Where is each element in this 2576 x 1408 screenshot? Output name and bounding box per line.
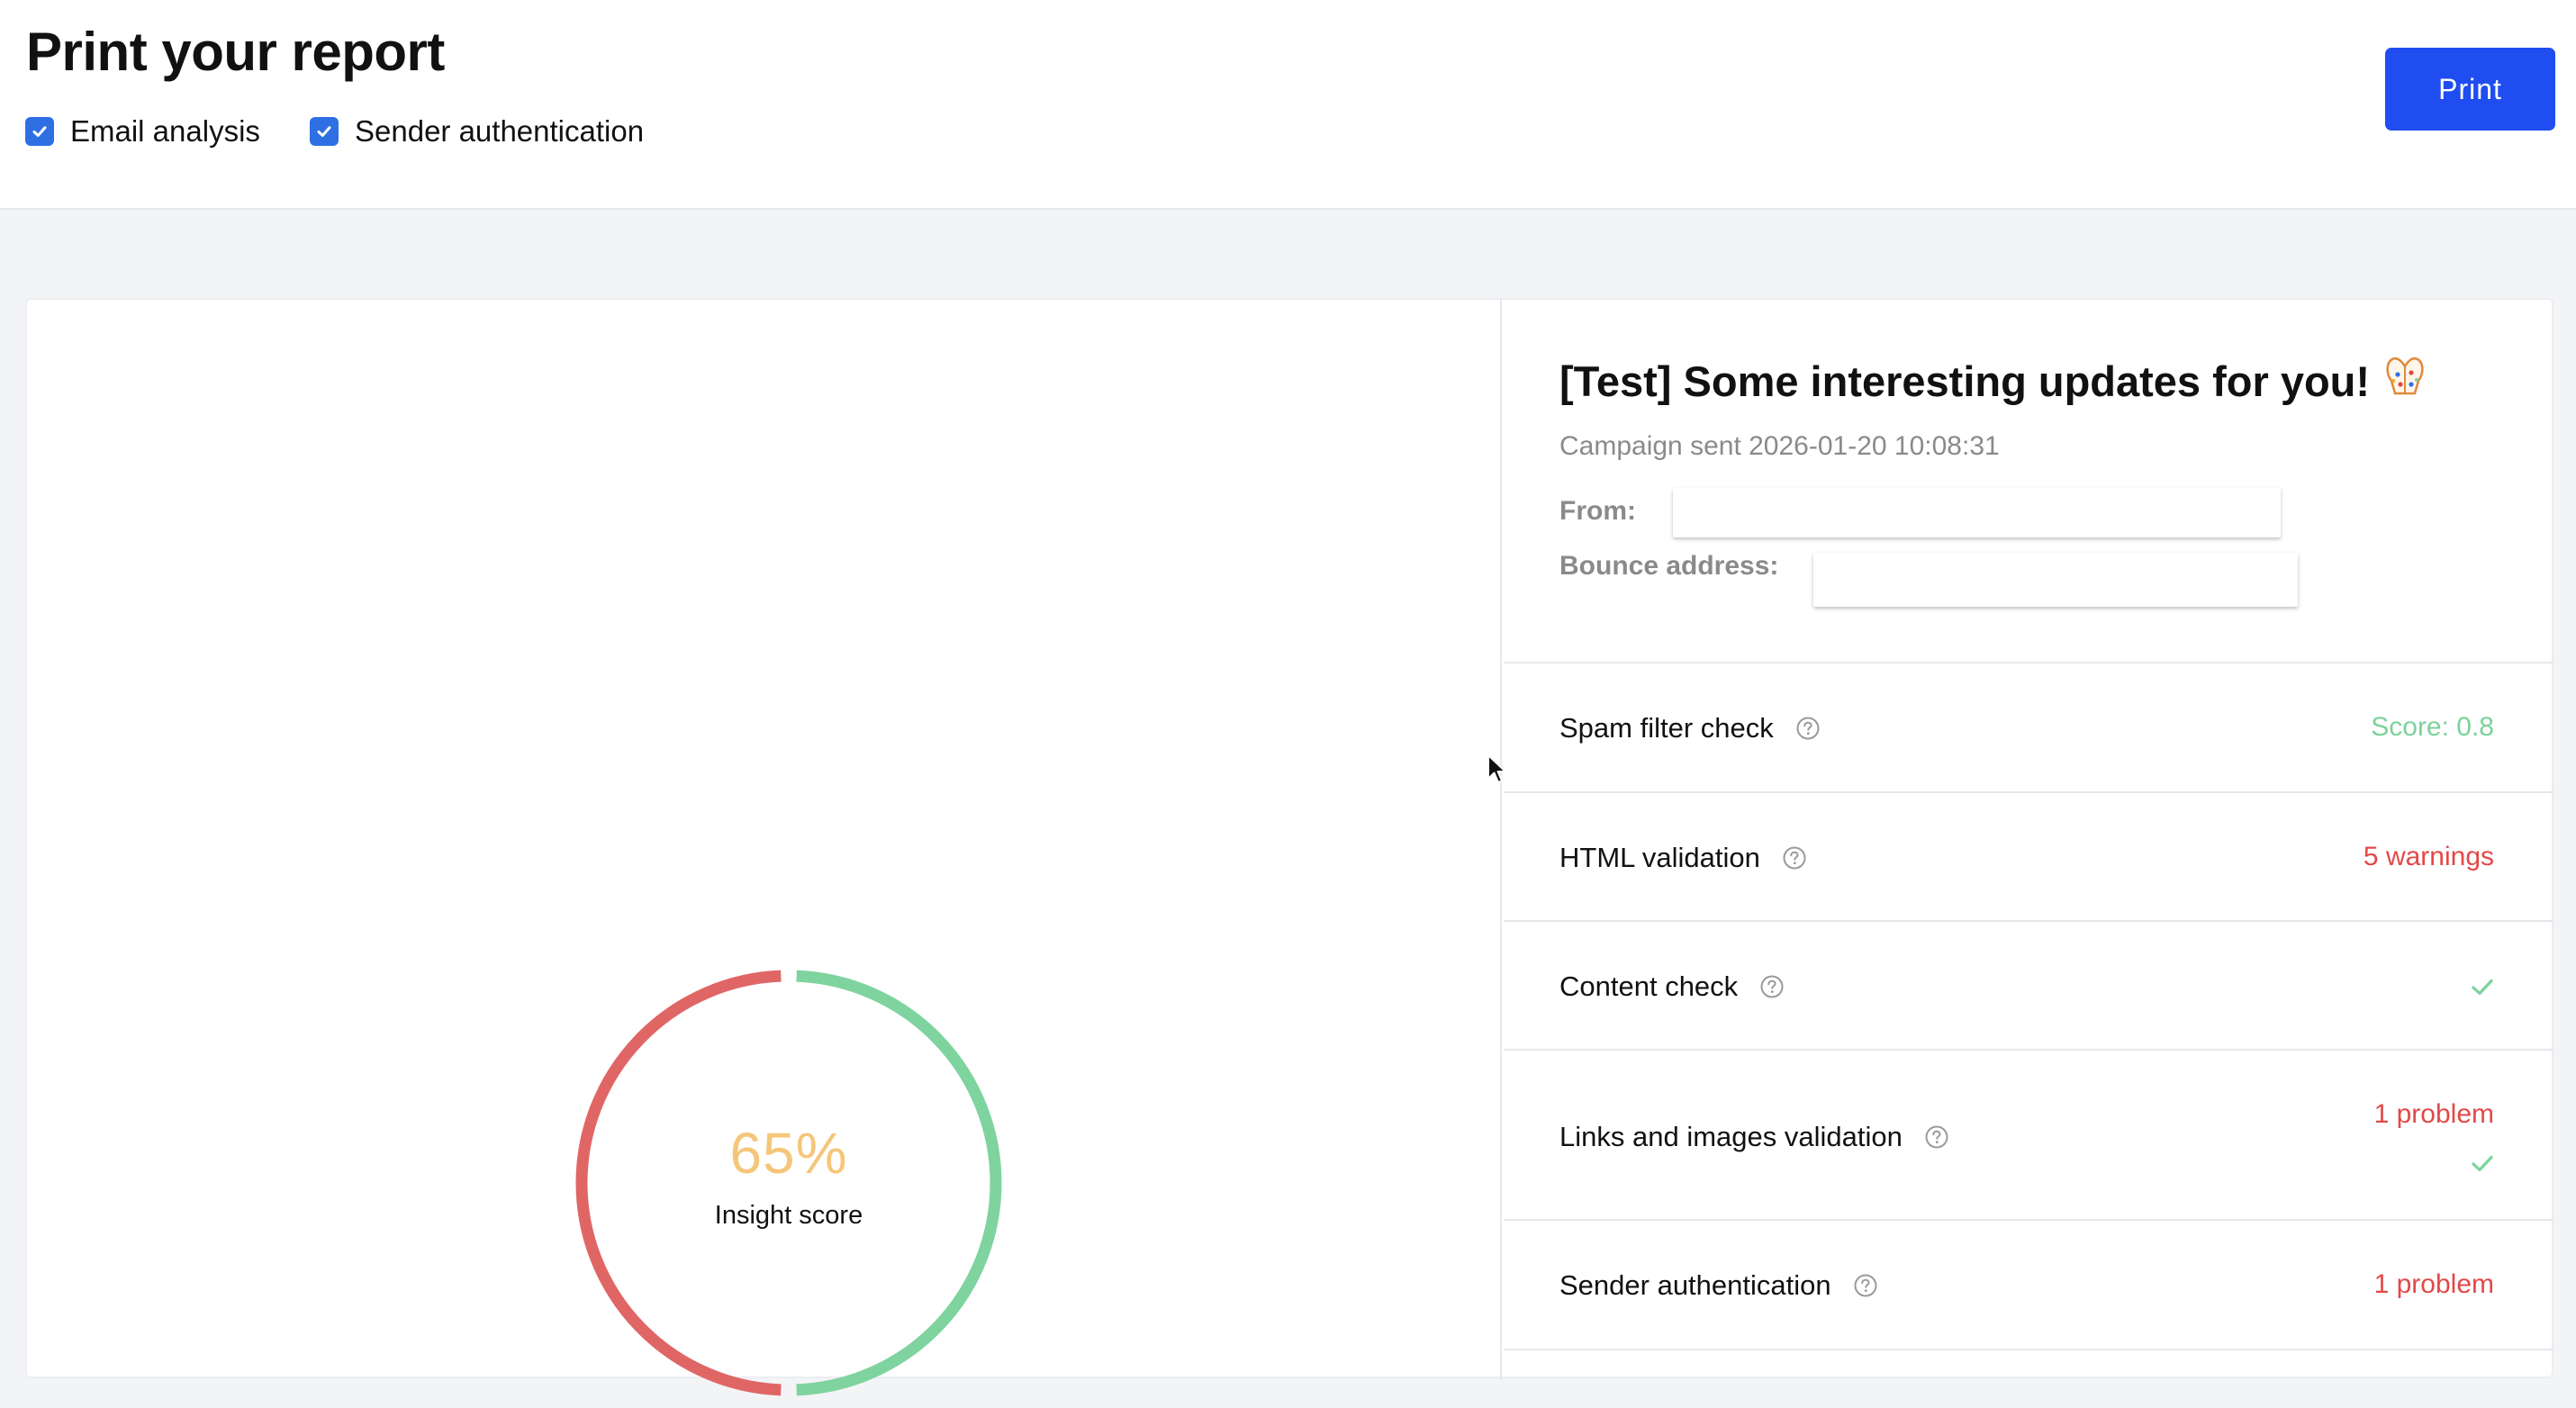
page-title: Print your report [26, 22, 445, 82]
campaign-summary: [Test] Some interesting updates for you!… [1504, 300, 2553, 663]
check-label-spam-filter: Spam filter check [1559, 712, 1821, 745]
check-title: Links and images validation [1559, 1121, 1903, 1152]
mouse-cursor-icon [1487, 754, 1506, 783]
check-title: Content check [1559, 970, 1739, 1002]
sender-authentication-checkbox[interactable] [310, 117, 339, 146]
email-analysis-option[interactable]: Email analysis [25, 113, 260, 149]
check-title: Spam filter check [1559, 712, 1774, 744]
campaign-sent-time: Campaign sent 2026-01-20 10:08:31 [1559, 431, 2000, 461]
insight-score-gauge: 65% Insight score [564, 958, 1014, 1408]
check-status-links-images: 1 problem [2373, 1099, 2494, 1129]
analysis-panel: [Test] Some interesting updates for you!… [1504, 300, 2553, 1380]
bounce-address-redacted [1813, 553, 2298, 607]
score-arc-good [796, 970, 1002, 1396]
help-circle-icon[interactable] [1924, 1124, 1949, 1150]
checkmark-icon [32, 126, 47, 137]
score-arc-bad [575, 970, 782, 1396]
report-header: Print your report Email analysis Sender … [0, 0, 2576, 210]
help-circle-icon[interactable] [1759, 974, 1785, 999]
check-row-spam-filter[interactable]: Spam filter check Score: 0.8 [1504, 663, 2553, 793]
insight-score-value: 65% [729, 1121, 848, 1186]
checkmark-icon [317, 126, 331, 137]
campaign-subject: [Test] Some interesting updates for you! [1559, 354, 2427, 409]
print-button[interactable]: Print [2385, 48, 2555, 131]
email-analysis-label: Email analysis [70, 114, 260, 148]
insight-score-ring [575, 970, 1002, 1396]
score-panel: 65% Insight score [27, 300, 1506, 1396]
sender-authentication-option[interactable]: Sender authentication [310, 113, 644, 149]
check-icon [2472, 1155, 2493, 1172]
check-status-sender-authentication: 1 problem [2373, 1269, 2494, 1299]
party-popper-icon [2382, 354, 2427, 409]
help-circle-icon[interactable] [1782, 845, 1807, 871]
check-row-sender-authentication[interactable]: Sender authentication 1 problem [1504, 1221, 2553, 1350]
check-label-sender-authentication: Sender authentication [1559, 1269, 1878, 1302]
sender-authentication-label: Sender authentication [355, 114, 645, 148]
check-label-html-validation: HTML validation [1559, 842, 1807, 874]
check-title: HTML validation [1559, 842, 1760, 873]
email-analysis-checkbox[interactable] [25, 117, 54, 146]
campaign-subject-text: [Test] Some interesting updates for you! [1559, 357, 2371, 405]
help-circle-icon[interactable] [1853, 1273, 1878, 1298]
check-status-spam-filter: Score: 0.8 [2371, 712, 2494, 742]
check-row-links-images[interactable]: Links and images validation 1 problem [1504, 1051, 2553, 1221]
check-status-html-validation: 5 warnings [2363, 842, 2494, 871]
insight-score-label: Insight score [714, 1201, 863, 1230]
from-address-redacted [1673, 488, 2281, 537]
check-row-html-validation[interactable]: HTML validation 5 warnings [1504, 793, 2553, 922]
bounce-address-label: Bounce address: [1559, 551, 1779, 581]
check-row-content[interactable]: Content check [1504, 922, 2553, 1051]
from-label: From: [1559, 496, 1636, 526]
check-label-content: Content check [1559, 970, 1785, 1003]
help-circle-icon[interactable] [1795, 716, 1821, 741]
check-icon [2472, 979, 2493, 996]
report-card: 65% Insight score [Test] Some interestin… [25, 298, 2553, 1396]
check-label-links-images: Links and images validation [1559, 1121, 1949, 1153]
check-title: Sender authentication [1559, 1269, 1831, 1301]
